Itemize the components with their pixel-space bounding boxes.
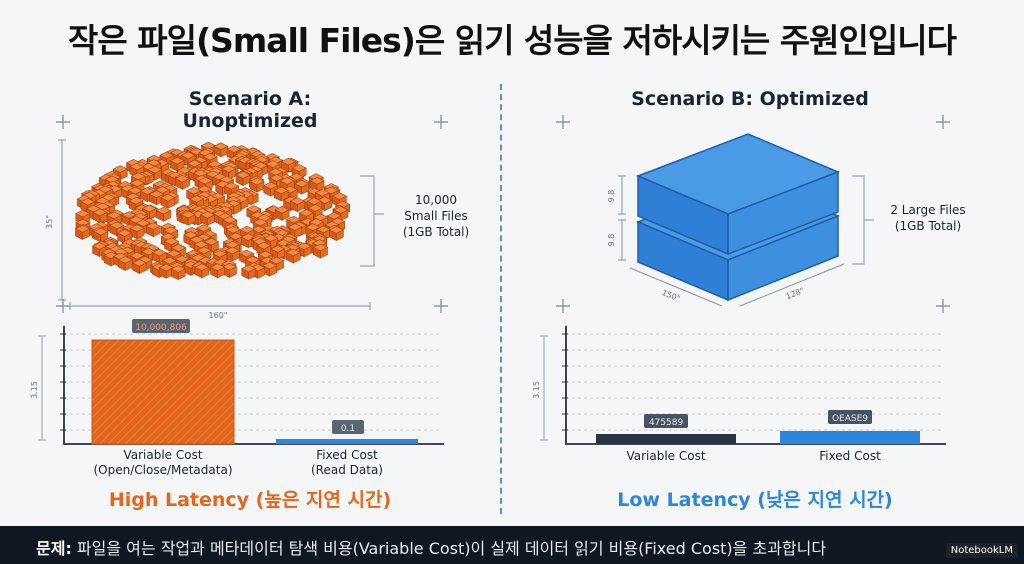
scenario-a-variable-cost-label: Variable Cost — [123, 448, 202, 462]
scenario-b-y-axis-label: 3.15 — [532, 381, 541, 399]
scenario-a-files-count: 10,000 — [415, 193, 457, 207]
scenario-b-files-count: 2 Large Files — [890, 203, 965, 217]
scenario-a-dimensions — [58, 139, 384, 310]
high-latency-caption: High Latency (높은 지연 시간) — [108, 489, 392, 511]
scenario-a-fixed-cost-sublabel: (Read Data) — [311, 463, 383, 477]
large-files-slabs — [635, 133, 841, 302]
scenario-a-variable-cost-value: 10,000,806 — [135, 323, 187, 333]
scenario-b-variable-cost-value: 475589 — [649, 418, 684, 428]
small-file-cube-face — [187, 214, 196, 226]
small-file-cube-face — [152, 225, 161, 238]
small-file-cube-face — [167, 197, 176, 209]
small-file-cube-face — [229, 266, 237, 278]
small-file-cube-face — [240, 198, 249, 211]
small-file-cube-face — [294, 226, 303, 239]
small-file-cube-face — [297, 200, 305, 213]
scenario-b-files-total: (1GB Total) — [895, 219, 961, 233]
scenario-b-fixed-cost-value: OEASE9 — [832, 414, 868, 424]
small-file-cube-face — [336, 229, 344, 241]
small-file-cube-face — [303, 245, 312, 258]
scenario-b-bottom-dimension: 9.8 — [607, 234, 616, 247]
small-file-cube-face — [320, 247, 328, 259]
scenario-b-chart: 3.15 475589 OEASE9 Variable Cost Fixed C… — [532, 326, 946, 463]
scenario-b-fixed-cost-bar — [780, 431, 920, 444]
scenario-b-fixed-cost-label: Fixed Cost — [819, 449, 881, 463]
scenario-a-chart: 3.15 10,000,806 0.1 Variable Cost (Open/… — [30, 319, 444, 477]
page-title: 작은 파일(Small Files)은 읽기 성능을 저하시키는 주원인입니다 — [68, 21, 957, 60]
small-file-cube-face — [269, 265, 278, 277]
scenario-b-left-dimension: 150" — [660, 288, 681, 303]
scenario-a-fixed-cost-value-tag — [332, 420, 364, 434]
center-divider — [500, 84, 502, 514]
small-file-cube-face — [136, 227, 145, 240]
footer-body: 파일을 여는 작업과 메타데이터 탐색 비용(Variable Cost)이 실… — [71, 539, 827, 558]
scenario-a-fixed-cost-label: Fixed Cost — [316, 448, 378, 462]
footer-banner: 문제: 파일을 여는 작업과 메타데이터 탐색 비용(Variable Cost… — [0, 526, 1024, 564]
scenario-a-y-axis-label: 3.15 — [30, 381, 39, 399]
scenario-a-fixed-cost-bar — [276, 439, 418, 444]
small-file-cube-face — [281, 209, 290, 221]
small-file-cube-face — [233, 203, 241, 215]
scenario-b-variable-cost-label: Variable Cost — [626, 449, 705, 463]
scenario-b-title: Scenario B: Optimized — [631, 88, 869, 110]
small-file-cube-face — [182, 178, 190, 190]
small-file-cube-face — [139, 262, 147, 274]
scenario-b-fixed-cost-value-tag — [828, 410, 872, 424]
small-file-cube-face — [163, 210, 171, 222]
small-file-cube-face — [207, 214, 215, 226]
registration-marks — [56, 115, 950, 313]
footer-caption: 문제: 파일을 여는 작업과 메타데이터 탐색 비용(Variable Cost… — [36, 535, 826, 559]
low-latency-caption: Low Latency (낮은 지연 시간) — [617, 489, 893, 511]
small-files-cube-pile — [74, 141, 351, 281]
scenario-a-fixed-cost-value: 0.1 — [341, 424, 355, 434]
small-file-cube-face — [201, 266, 210, 279]
scenario-a-variable-cost-value-tag — [132, 319, 190, 333]
scenario-b-variable-cost-value-tag — [644, 414, 688, 428]
scenario-a-variable-cost-sublabel: (Open/Close/Metadata) — [93, 463, 232, 477]
small-file-cube-face — [177, 268, 186, 281]
scenario-b-variable-cost-bar — [596, 434, 736, 444]
small-file-cube-face — [301, 183, 310, 195]
scenario-b-top-dimension: 9.8 — [607, 190, 616, 203]
scenario-a-height-dimension: 35" — [45, 215, 54, 229]
scenario-b-right-dimension: 128" — [785, 286, 806, 301]
small-file-cube-face — [257, 267, 266, 279]
notebooklm-badge: NotebookLM — [945, 543, 1018, 558]
small-file-cube-face — [248, 268, 257, 280]
small-file-cube-face — [324, 199, 332, 212]
small-file-cube-face — [277, 248, 285, 260]
small-file-cube-face — [292, 252, 301, 264]
small-file-cube-face — [82, 228, 90, 240]
small-file-cube-face — [217, 266, 225, 279]
scenario-a-title: Scenario A: Unoptimized — [182, 88, 318, 132]
scenario-a-variable-cost-bar — [91, 339, 235, 445]
scenario-a-files-total: (1GB Total) — [403, 225, 469, 239]
small-file-cube-face — [211, 241, 219, 253]
scenario-a-files-kind: Small Files — [404, 209, 467, 223]
footer-prefix: 문제: — [36, 539, 72, 558]
scenario-a-width-dimension: 160" — [209, 311, 228, 320]
scenario-b-dimensions — [618, 175, 874, 307]
